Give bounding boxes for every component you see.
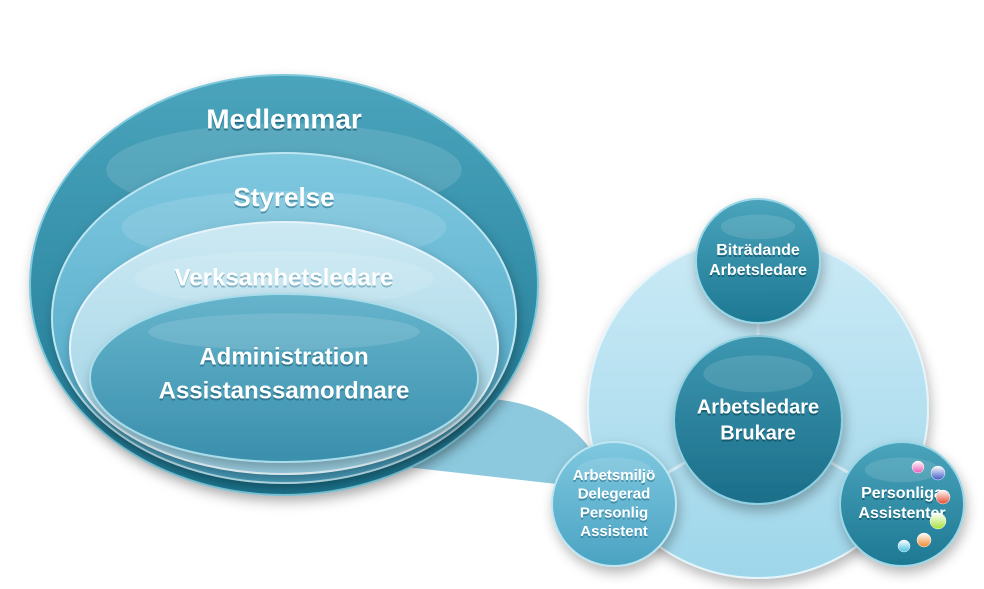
assistant-dot-0 xyxy=(912,461,924,473)
satellite-arbetsmiljo: ArbetsmiljöArbetsmiljöDelegeradDelegerad… xyxy=(552,442,676,566)
satellite-label-arbetsmiljo-2: Personlig xyxy=(580,504,648,521)
stack-label-1: Styrelse xyxy=(233,182,334,212)
center-node: ArbetsledareArbetsledareBrukareBrukare xyxy=(674,336,842,504)
satellite-label-bitradande-1: Arbetsledare xyxy=(709,262,807,279)
assistant-dot-2 xyxy=(936,490,950,504)
assistant-dot-1 xyxy=(931,466,945,480)
stack-label-3: Administration xyxy=(199,343,368,370)
satellite-bitradande: BiträdandeBiträdandeArbetsledareArbetsle… xyxy=(696,199,820,323)
stack-label2-3: Assistanssamordnare xyxy=(159,377,410,404)
assistant-dot-5 xyxy=(917,533,931,547)
assistant-dot-4 xyxy=(898,540,910,552)
stack-label-0: Medlemmar xyxy=(206,103,362,134)
stack-layer-3: AdministrationAdministrationAssistanssam… xyxy=(90,294,478,462)
satellite-label-arbetsmiljo-0: Arbetsmiljö xyxy=(573,467,656,484)
assistant-dot-3 xyxy=(930,513,946,529)
center-highlight xyxy=(703,355,812,392)
stack-label-2: Verksamhetsledare xyxy=(175,264,394,291)
diagram-svg: MedlemmarMedlemmarStyrelseStyrelseVerksa… xyxy=(0,0,984,589)
satellite-label-bitradande-0: Biträdande xyxy=(716,242,800,259)
satellite-label-arbetsmiljo-3: Assistent xyxy=(580,523,648,540)
satellite-label-personliga-0: Personliga xyxy=(861,485,943,502)
satellite-personliga: PersonligaPersonligaAssistenterAssistent… xyxy=(840,442,964,566)
satellite-highlight-bitradande xyxy=(721,215,795,240)
center-label-2: Brukare xyxy=(720,422,796,444)
satellite-highlight-personliga xyxy=(865,458,939,483)
satellite-label-arbetsmiljo-1: Delegerad xyxy=(578,486,651,503)
diagram-stage: MedlemmarMedlemmarStyrelseStyrelseVerksa… xyxy=(0,0,984,589)
center-label-1: Arbetsledare xyxy=(697,396,819,418)
